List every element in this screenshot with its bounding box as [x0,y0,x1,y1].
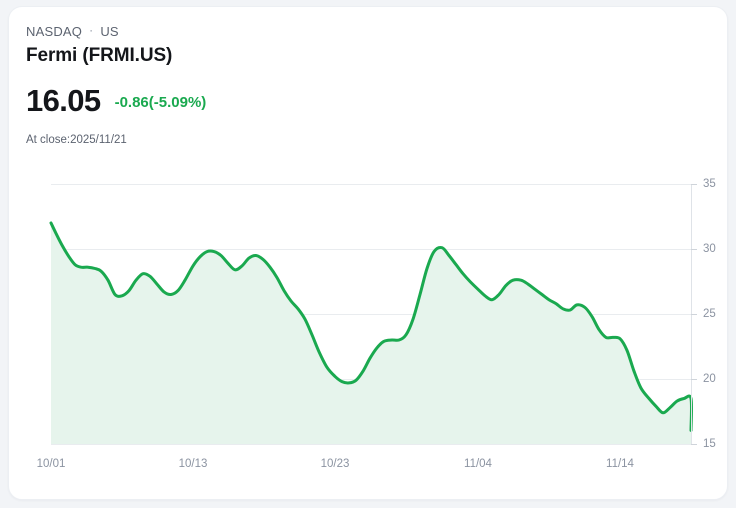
exchange-label: NASDAQ [26,24,83,39]
y-tick-label: 25 [703,308,716,320]
x-tick-label: 10/23 [321,458,350,470]
x-tick-label: 10/01 [37,458,66,470]
chart-svg: 35 30 25 20 15 10/01 10/13 10/23 11/04 11/14 [37,178,716,470]
x-axis-ticks: 10/01 10/13 10/23 11/04 11/14 [37,458,635,470]
y-tick-label: 15 [703,438,716,450]
price-row: 16.05 -0.86(-5.09%) [26,84,711,118]
page-title: Fermi (FRMI.US) [26,45,173,66]
x-tick-label: 11/04 [464,458,493,470]
market-status: At close:2025/11/21 [26,134,127,146]
exchange-row: NASDAQ · US [26,23,711,40]
price-change: -0.86(-5.09%) [114,94,207,111]
x-tick-label: 10/13 [179,458,208,470]
separator-dot: · [89,23,94,37]
price-chart[interactable]: 35 30 25 20 15 10/01 10/13 10/23 11/04 11/14 [9,167,727,477]
y-tick-label: 20 [703,373,716,385]
y-tick-label: 35 [703,178,716,190]
quote-header: NASDAQ · US Fermi (FRMI.US) 16.05 -0.86(… [26,23,711,148]
stock-quote-card: NASDAQ · US Fermi (FRMI.US) 16.05 -0.86(… [8,6,728,500]
price-line [49,221,694,432]
last-price: 16.05 [26,83,101,118]
price-area-fill [51,223,692,444]
x-tick-label: 11/14 [606,458,635,470]
y-tick-label: 30 [703,243,716,255]
region-label: US [100,24,119,39]
y-axis-ticks: 35 30 25 20 15 [691,178,716,450]
